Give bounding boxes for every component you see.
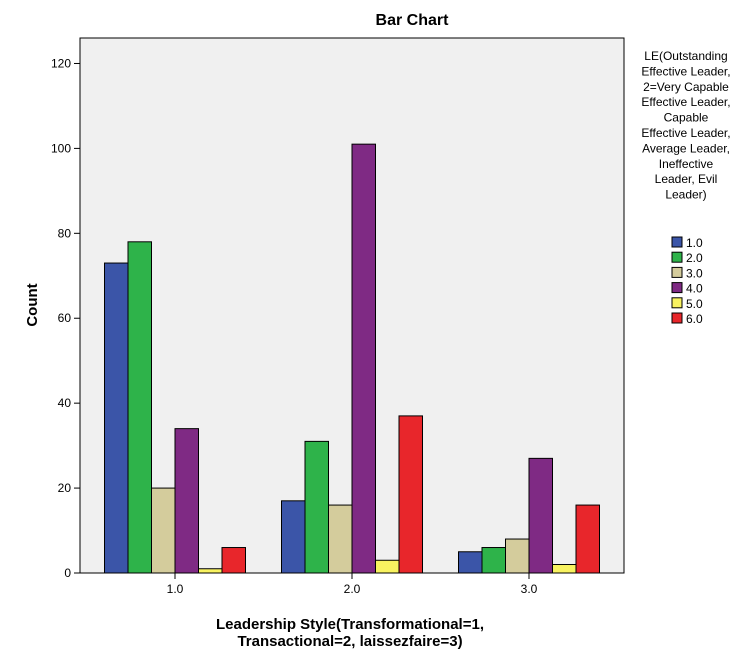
bar-6.0-1.0 <box>221 547 246 574</box>
bar-3.0-2.0 <box>328 504 353 574</box>
bar-1.0-2.0 <box>281 500 306 574</box>
x-tick-label: 3.0 <box>521 582 538 596</box>
x-axis: 1.0 2.0 3.0 <box>167 573 538 596</box>
bar-2.0-2.0 <box>304 440 329 574</box>
bar-4.0-1.0 <box>174 428 199 574</box>
x-axis-title-line-1: Leadership Style(Transformational=1, <box>216 616 484 633</box>
x-tick-label: 2.0 <box>344 582 361 596</box>
bar-4.0-3.0 <box>528 457 553 574</box>
y-tick-label: 40 <box>58 396 72 410</box>
legend-title-line: Average Leader, <box>642 141 730 155</box>
y-tick-label: 100 <box>51 141 71 155</box>
legend-label: 5.0 <box>686 297 703 311</box>
legend-label: 1.0 <box>686 236 703 250</box>
legend-title-line: Effective Leader, <box>641 64 730 78</box>
y-tick-label: 0 <box>64 566 71 580</box>
legend-swatch <box>671 236 683 248</box>
legend-title-line: Effective Leader, <box>641 126 730 140</box>
y-tick-label: 120 <box>51 56 71 70</box>
bar-6.0-2.0 <box>398 415 423 574</box>
bar-6.0-3.0 <box>575 504 600 574</box>
legend-swatch <box>671 251 683 263</box>
legend-title-line: 2=Very Capable <box>643 80 729 94</box>
legend-swatch <box>671 312 683 324</box>
legend-swatch <box>671 266 683 278</box>
legend-swatch <box>671 297 683 309</box>
bar-5.0-3.0 <box>552 564 577 574</box>
bar-2.0-1.0 <box>127 241 152 574</box>
bar-3.0-3.0 <box>505 538 530 574</box>
legend-label: 3.0 <box>686 266 703 280</box>
x-tick-label: 1.0 <box>167 582 184 596</box>
bar-1.0-1.0 <box>104 262 129 574</box>
legend-title-line: Effective Leader, <box>641 95 730 109</box>
legend-title-line: Leader) <box>665 188 706 202</box>
y-tick-label: 20 <box>58 481 72 495</box>
y-axis-title: Count <box>24 283 41 326</box>
y-tick-label: 60 <box>58 311 72 325</box>
y-tick-label: 80 <box>58 226 72 240</box>
bar-4.0-2.0 <box>351 143 376 574</box>
legend-label: 2.0 <box>686 251 703 265</box>
bar-series <box>104 143 600 574</box>
legend-label: 4.0 <box>686 282 703 296</box>
legend-label: 6.0 <box>686 312 703 326</box>
y-axis: 0 20 40 60 80 100 120 <box>51 56 80 580</box>
legend-title-line: Ineffective <box>659 157 714 171</box>
x-axis-title-line-2: Transactional=2, laissezfaire=3) <box>237 633 462 650</box>
bar-2.0-3.0 <box>481 547 506 574</box>
chart-title: Bar Chart <box>376 12 450 29</box>
bar-1.0-3.0 <box>458 551 483 574</box>
bar-3.0-1.0 <box>151 487 176 574</box>
legend-title-line: Leader, Evil <box>655 172 718 186</box>
legend-title-line: Capable <box>664 111 709 125</box>
legend-swatch <box>671 282 683 294</box>
legend-title-line: LE(Outstanding <box>644 49 727 63</box>
bar-5.0-2.0 <box>375 559 400 574</box>
bar-5.0-1.0 <box>198 568 223 574</box>
